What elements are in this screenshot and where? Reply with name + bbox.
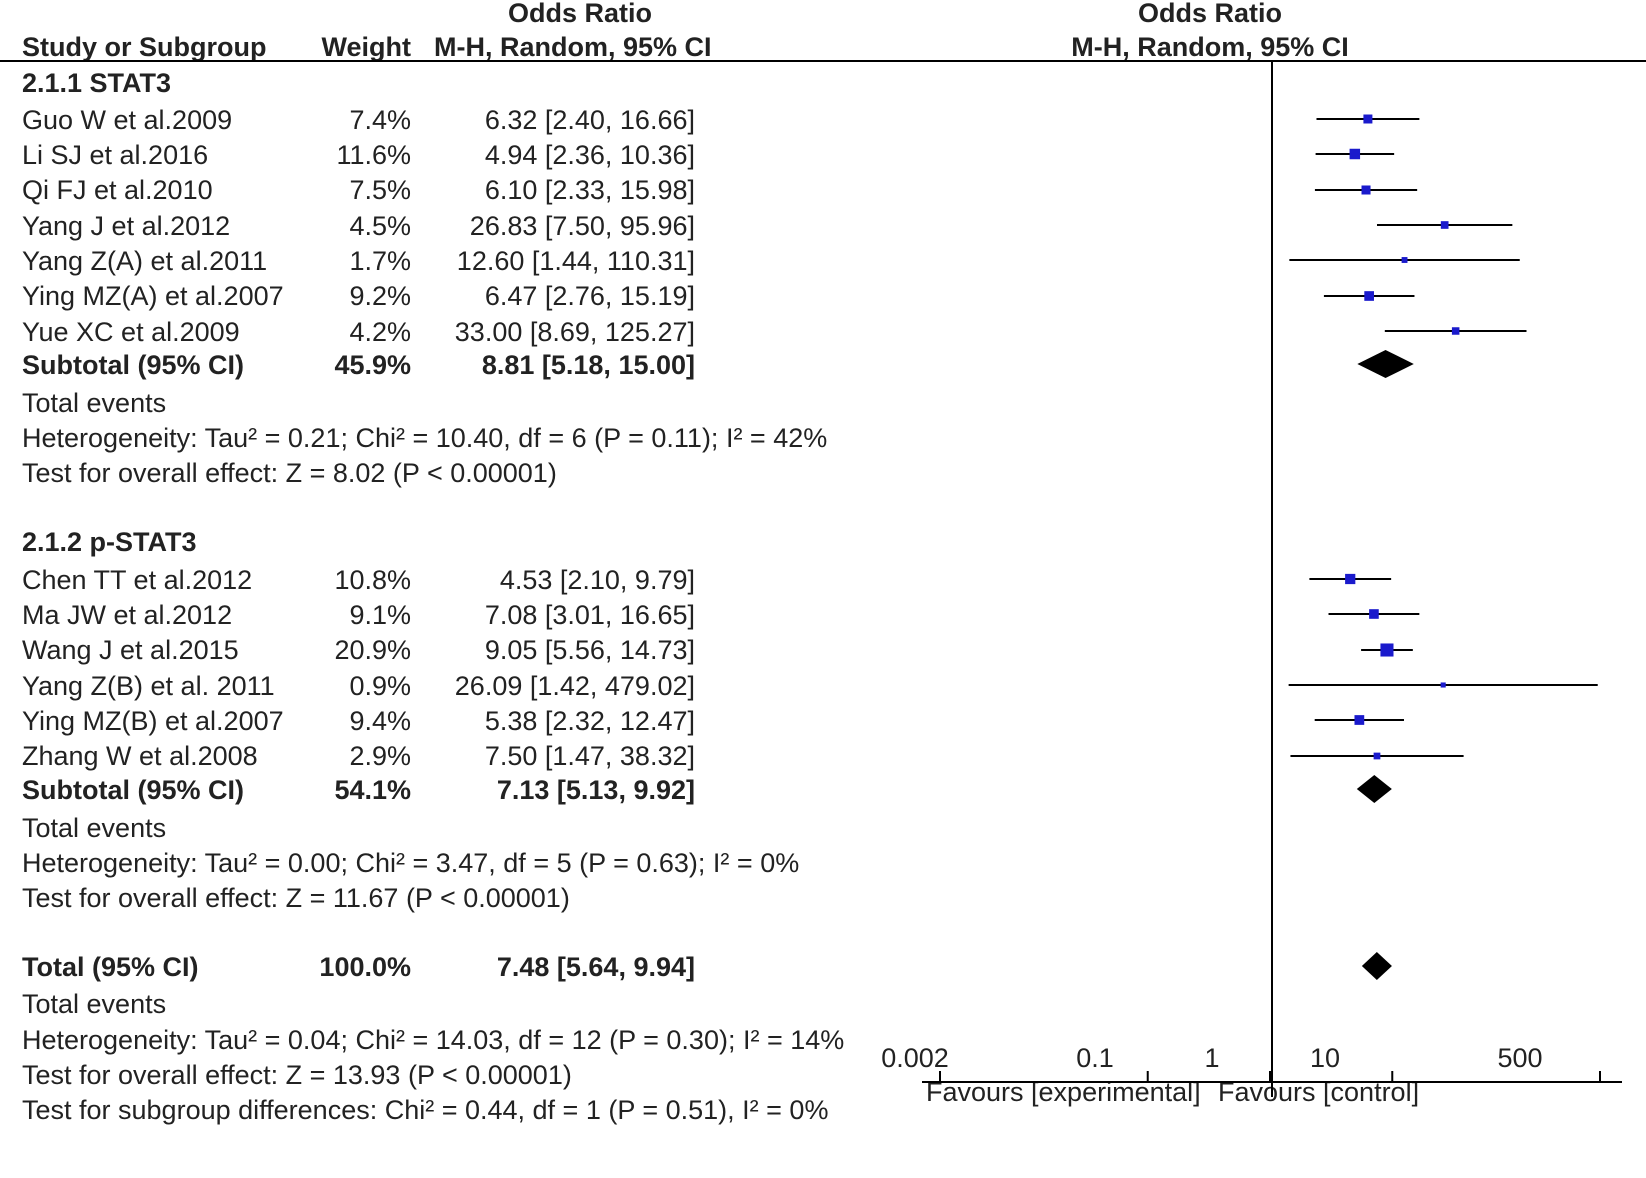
study-name: Wang J et al.2015 bbox=[22, 635, 239, 665]
study-marker bbox=[1369, 609, 1379, 619]
study-weight: 4.2% bbox=[349, 317, 411, 347]
study-name: Yang Z(B) et al. 2011 bbox=[22, 671, 275, 701]
heterogeneity-text: Heterogeneity: Tau² = 0.00; Chi² = 3.47,… bbox=[22, 848, 800, 878]
group-title: 2.1.2 p-STAT3 bbox=[22, 527, 197, 557]
study-weight: 0.9% bbox=[349, 671, 411, 701]
study-ci: 26.83 [7.50, 95.96] bbox=[469, 211, 695, 241]
study-ci: 7.08 [3.01, 16.65] bbox=[484, 600, 695, 630]
study-weight: 7.5% bbox=[349, 175, 411, 205]
study-name: Yang Z(A) et al.2011 bbox=[22, 246, 268, 276]
study-name: Chen TT et al.2012 bbox=[22, 565, 253, 595]
study-marker bbox=[1380, 643, 1394, 657]
heterogeneity-text: Heterogeneity: Tau² = 0.21; Chi² = 10.40… bbox=[22, 423, 828, 453]
study-marker bbox=[1440, 221, 1449, 229]
axis-tick-label: 0.002 bbox=[881, 1043, 949, 1073]
study-weight: 2.9% bbox=[349, 741, 411, 771]
overall-effect-text: Test for overall effect: Z = 8.02 (P < 0… bbox=[22, 458, 557, 488]
total-weight: 100.0% bbox=[319, 952, 411, 982]
study-marker bbox=[1363, 114, 1373, 124]
study-marker bbox=[1354, 715, 1365, 725]
study-ci: 7.50 [1.47, 38.32] bbox=[484, 741, 695, 771]
study-name: Guo W et al.2009 bbox=[22, 105, 233, 135]
study-ci: 5.38 [2.32, 12.47] bbox=[484, 706, 695, 736]
axis-tick-label: 1 bbox=[1204, 1043, 1220, 1073]
study-weight: 4.5% bbox=[349, 211, 411, 241]
header-study: Study or Subgroup bbox=[22, 32, 267, 62]
study-name: Ma JW et al.2012 bbox=[22, 600, 233, 630]
study-marker bbox=[1345, 573, 1356, 585]
study-weight: 10.8% bbox=[334, 565, 411, 595]
subtotal-weight: 45.9% bbox=[334, 350, 411, 380]
subtotal-label: Subtotal (95% CI) bbox=[22, 350, 245, 380]
study-weight: 9.2% bbox=[349, 281, 411, 311]
study-weight: 11.6% bbox=[336, 140, 411, 170]
heterogeneity-text: Heterogeneity: Tau² = 0.04; Chi² = 14.03… bbox=[22, 1025, 845, 1055]
study-marker bbox=[1373, 752, 1381, 760]
subtotal-ci: 8.81 [5.18, 15.00] bbox=[481, 350, 695, 380]
study-marker bbox=[1451, 327, 1460, 335]
study-ci: 33.00 [8.69, 125.27] bbox=[454, 317, 695, 347]
axis-tick-label: 500 bbox=[1497, 1043, 1543, 1073]
study-marker bbox=[1401, 257, 1408, 263]
study-name: Li SJ et al.2016 bbox=[22, 140, 209, 170]
study-ci: 12.60 [1.44, 110.31] bbox=[456, 246, 695, 276]
study-marker bbox=[1364, 291, 1374, 301]
overall-effect-text: Test for overall effect: Z = 13.93 (P < … bbox=[22, 1060, 572, 1090]
study-name: Qi FJ et al.2010 bbox=[22, 175, 213, 205]
group-title: 2.1.1 STAT3 bbox=[22, 68, 172, 98]
plot-header-method: M-H, Random, 95% CI bbox=[1071, 32, 1349, 62]
study-ci: 26.09 [1.42, 479.02] bbox=[454, 671, 695, 701]
subtotal-weight: 54.1% bbox=[334, 775, 411, 805]
header-or-method: M-H, Random, 95% CI bbox=[434, 32, 712, 62]
study-ci: 4.94 [2.36, 10.36] bbox=[484, 140, 695, 170]
summary-diamond bbox=[1356, 775, 1392, 803]
study-name: Ying MZ(A) et al.2007 bbox=[22, 281, 284, 311]
subtotal-label: Subtotal (95% CI) bbox=[22, 775, 245, 805]
subtotal-ci: 7.13 [5.13, 9.92] bbox=[496, 775, 695, 805]
study-weight: 20.9% bbox=[334, 635, 411, 665]
study-name: Yue XC et al.2009 bbox=[22, 317, 240, 347]
study-ci: 6.47 [2.76, 15.19] bbox=[484, 281, 695, 311]
total-ci: 7.48 [5.64, 9.94] bbox=[496, 952, 695, 982]
total-label: Total (95% CI) bbox=[22, 952, 199, 982]
axis-tick-label: 0.1 bbox=[1076, 1043, 1114, 1073]
study-ci: 6.32 [2.40, 16.66] bbox=[484, 105, 695, 135]
subgroup-differences-text: Test for subgroup differences: Chi² = 0.… bbox=[22, 1095, 829, 1125]
plot-header-title: Odds Ratio bbox=[1137, 0, 1282, 28]
overall-effect-text: Test for overall effect: Z = 11.67 (P < … bbox=[22, 883, 570, 913]
total-events-label: Total events bbox=[22, 388, 167, 418]
study-name: Zhang W et al.2008 bbox=[22, 741, 258, 771]
summary-diamond bbox=[1361, 952, 1392, 980]
summary-diamond bbox=[1357, 350, 1414, 378]
study-weight: 1.7% bbox=[349, 246, 411, 276]
study-marker bbox=[1440, 682, 1446, 688]
study-ci: 4.53 [2.10, 9.79] bbox=[499, 565, 695, 595]
study-weight: 9.1% bbox=[349, 600, 411, 630]
study-ci: 9.05 [5.56, 14.73] bbox=[484, 635, 695, 665]
total-events-label: Total events bbox=[22, 813, 167, 843]
study-name: Ying MZ(B) et al.2007 bbox=[22, 706, 284, 736]
study-marker bbox=[1349, 148, 1361, 160]
header-or-title: Odds Ratio bbox=[507, 0, 652, 28]
study-marker bbox=[1361, 185, 1371, 195]
study-name: Yang J et al.2012 bbox=[22, 211, 231, 241]
study-weight: 7.4% bbox=[349, 105, 411, 135]
header-weight: Weight bbox=[321, 32, 412, 62]
total-events-label: Total events bbox=[22, 989, 167, 1019]
study-ci: 6.10 [2.33, 15.98] bbox=[484, 175, 695, 205]
axis-tick-label: 10 bbox=[1309, 1043, 1341, 1073]
study-weight: 9.4% bbox=[349, 706, 411, 736]
